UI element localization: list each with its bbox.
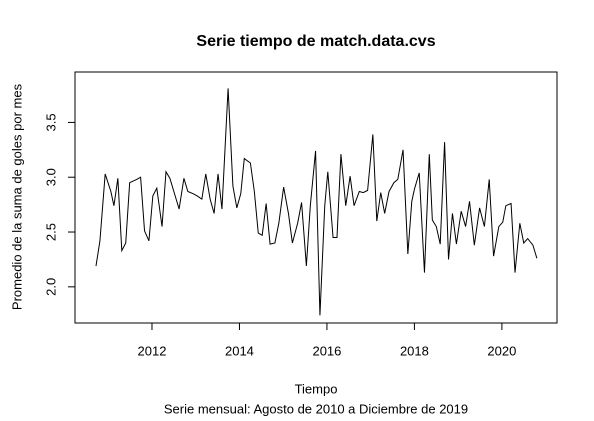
y-tick-label: 2.5 (43, 223, 58, 241)
y-tick-label: 2.0 (43, 278, 58, 296)
x-tick-label: 2016 (312, 343, 341, 358)
x-tick-label: 2020 (487, 343, 516, 358)
y-tick-label: 3.0 (43, 168, 58, 186)
y-tick-label: 3.5 (43, 113, 58, 131)
x-tick-label: 2018 (400, 343, 429, 358)
x-axis-label: Tiempo (295, 381, 338, 396)
subtitle: Serie mensual: Agosto de 2010 a Diciembr… (164, 401, 468, 416)
series-line (95, 88, 538, 316)
x-tick-label: 2012 (138, 343, 167, 358)
chart-title: Serie tiempo de match.data.cvs (196, 33, 435, 50)
y-axis-label: Promedio de la suma de goles por mes (9, 83, 24, 310)
x-tick-label: 2014 (225, 343, 254, 358)
